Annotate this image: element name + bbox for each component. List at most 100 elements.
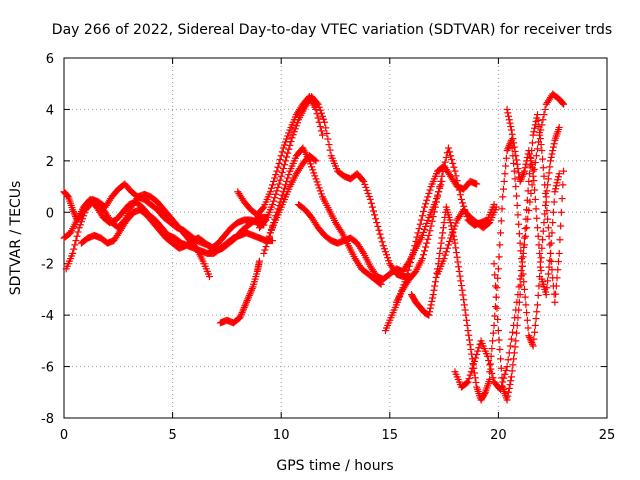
data-point — [526, 150, 534, 158]
data-point — [375, 226, 383, 234]
data-point — [419, 251, 427, 259]
data-point — [473, 351, 481, 359]
data-point — [454, 181, 462, 189]
data-point — [77, 218, 85, 226]
data-point — [529, 167, 537, 175]
data-point — [453, 177, 461, 185]
data-point — [237, 310, 245, 318]
data-point — [492, 203, 500, 211]
data-point — [457, 282, 465, 290]
data-point — [440, 255, 448, 263]
data-point — [463, 379, 471, 387]
series-arc-14 — [434, 203, 500, 278]
data-point — [544, 175, 552, 183]
data-point — [542, 198, 550, 206]
series-arc-9 — [266, 152, 320, 237]
data-point — [545, 263, 553, 271]
data-point — [452, 172, 460, 180]
data-point — [418, 255, 426, 263]
data-point — [535, 123, 543, 131]
data-point — [81, 209, 89, 217]
data-point — [510, 349, 518, 357]
data-point — [288, 134, 296, 142]
data-point — [506, 381, 514, 389]
data-point — [507, 377, 515, 385]
data-point — [321, 118, 329, 126]
data-point — [492, 293, 500, 301]
data-point — [492, 282, 500, 290]
data-point — [524, 324, 532, 332]
data-point — [471, 369, 479, 377]
y-tick-label: -2 — [41, 258, 54, 273]
data-point — [527, 157, 535, 165]
data-point — [549, 208, 557, 216]
data-point — [530, 335, 538, 343]
data-point — [513, 160, 521, 168]
data-point — [284, 149, 292, 157]
data-point — [539, 116, 547, 124]
data-point — [455, 263, 463, 271]
data-point — [421, 203, 429, 211]
series-arc-6 — [234, 93, 326, 219]
data-point — [444, 144, 452, 152]
data-point — [465, 375, 473, 383]
data-point — [536, 258, 544, 266]
data-point — [538, 147, 546, 155]
y-axis-label: SDTVAR / TECUs — [8, 181, 24, 296]
data-point — [248, 286, 256, 294]
data-point — [425, 231, 433, 239]
data-point — [499, 185, 507, 193]
data-point — [80, 212, 88, 220]
data-point — [269, 237, 277, 245]
data-point — [317, 109, 325, 117]
data-point — [373, 219, 381, 227]
data-point — [503, 105, 511, 113]
data-point — [432, 273, 440, 281]
data-point — [418, 212, 426, 220]
data-point — [366, 195, 374, 203]
data-point — [489, 374, 497, 382]
data-point — [550, 140, 558, 148]
data-point — [284, 132, 292, 140]
data-point — [439, 229, 447, 237]
data-point — [240, 305, 248, 313]
data-point — [74, 228, 82, 236]
data-point — [552, 290, 560, 298]
data-point — [425, 189, 433, 197]
data-point — [520, 234, 528, 242]
data-point — [456, 191, 464, 199]
y-tick-labels: -8 -6 -4 -2 0 2 4 6 — [41, 52, 54, 427]
data-point — [412, 237, 420, 245]
data-point — [549, 147, 557, 155]
data-point — [381, 248, 389, 256]
series-arc-18 — [503, 105, 563, 299]
data-point — [519, 253, 527, 261]
data-point — [419, 207, 427, 215]
data-point — [541, 189, 549, 197]
data-point — [239, 307, 247, 315]
data-point — [557, 222, 565, 230]
data-point — [376, 230, 384, 238]
data-point — [409, 250, 417, 258]
data-point — [502, 366, 510, 374]
data-point — [435, 188, 443, 196]
data-point — [466, 371, 474, 379]
data-point — [442, 248, 450, 256]
data-point — [463, 316, 471, 324]
data-point — [423, 219, 431, 227]
data-point — [273, 187, 281, 195]
data-point — [505, 384, 513, 392]
data-point — [531, 124, 539, 132]
data-point — [531, 159, 539, 167]
data-point — [549, 219, 557, 227]
data-point — [460, 301, 468, 309]
data-point — [533, 145, 541, 153]
data-point — [426, 186, 434, 194]
data-point — [462, 311, 470, 319]
data-point — [440, 219, 448, 227]
data-point — [437, 177, 445, 185]
data-point — [546, 256, 554, 264]
data-point — [525, 147, 533, 155]
data-point — [363, 186, 371, 194]
